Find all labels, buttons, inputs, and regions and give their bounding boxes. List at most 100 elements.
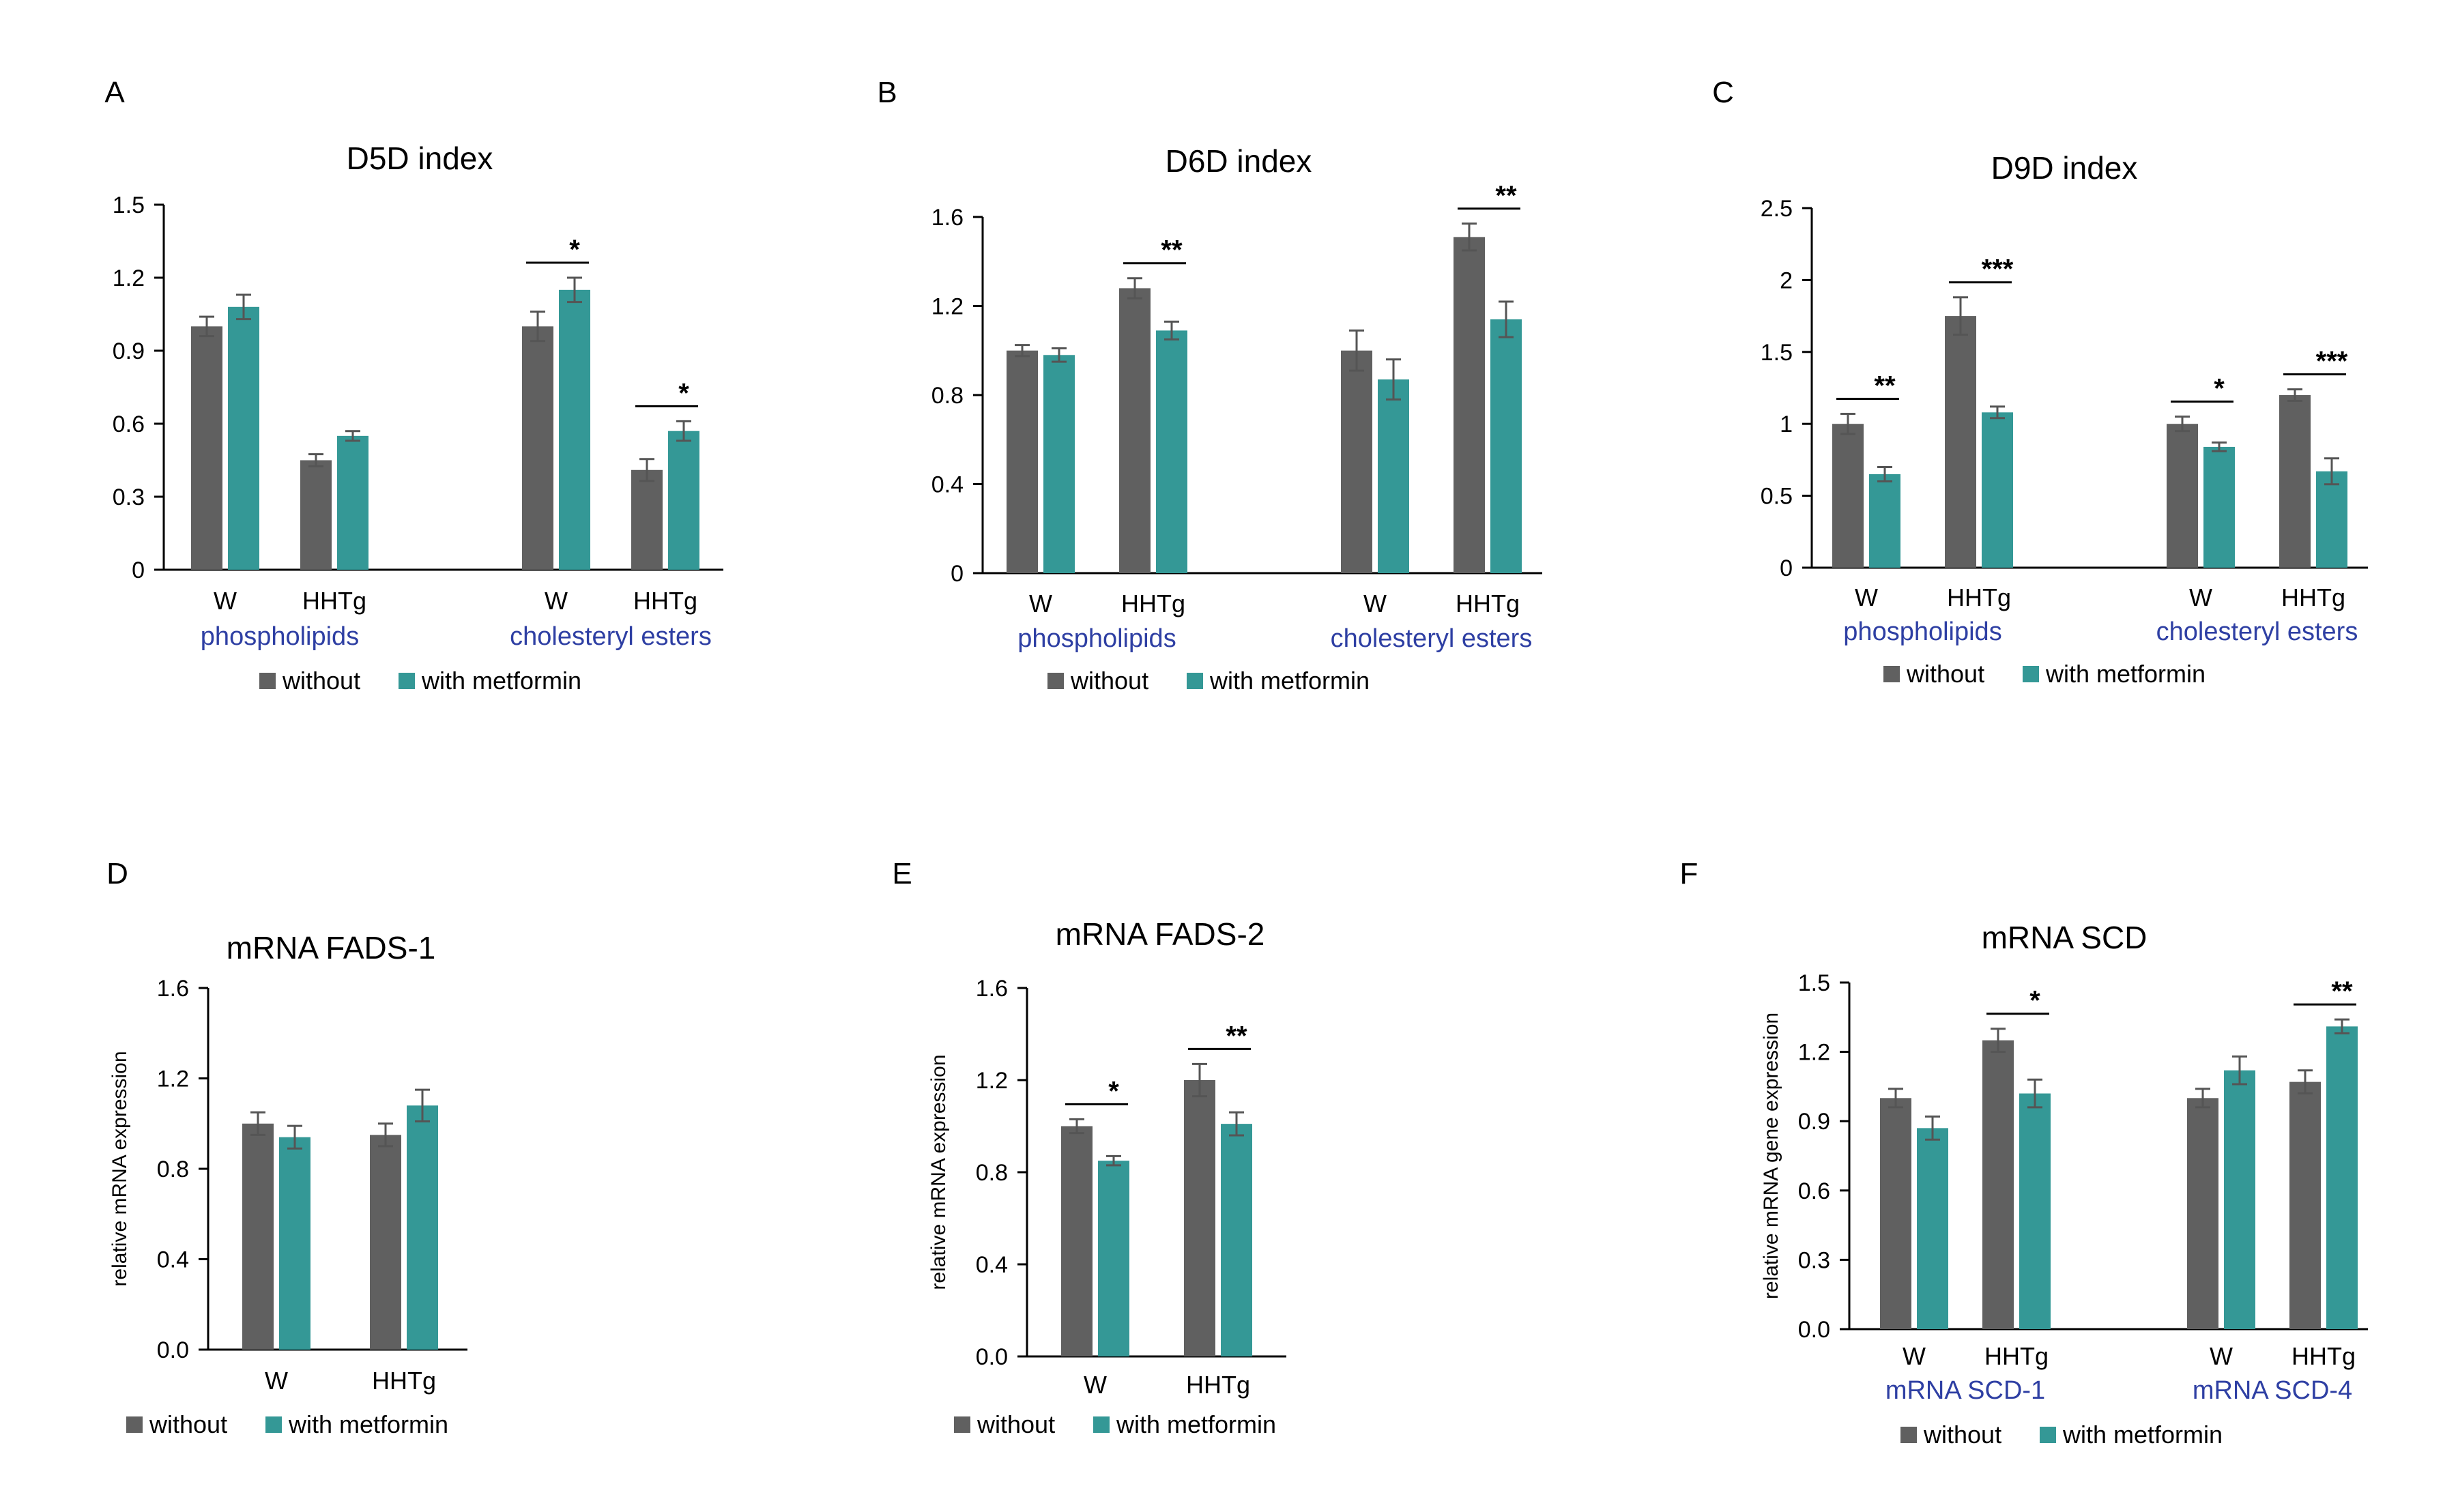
x-tick-label: HHTg <box>302 587 366 615</box>
legend-swatch-with-metformin <box>1093 1416 1110 1433</box>
bar-with-metformin <box>228 306 259 570</box>
x-tick-label: HHTg <box>633 587 697 615</box>
y-tick-label: 2.5 <box>1761 196 1793 222</box>
bar-without <box>1007 350 1038 573</box>
y-tick-label: 0.8 <box>931 383 964 409</box>
y-tick-label: 1.5 <box>113 192 145 218</box>
chart-panel-b: B D6D index 0 0.4 0.8 1.2 1.6 ** ** W HHTg W HHTg pho… <box>877 76 1542 695</box>
bar-without <box>522 326 553 570</box>
chart-title: mRNA FADS-1 <box>227 930 436 965</box>
chart-title: D9D index <box>1991 150 2138 186</box>
x-tick-label: HHTg <box>1984 1342 2049 1370</box>
y-tick-label: 1.5 <box>1798 970 1830 996</box>
bar-without <box>2289 1081 2321 1329</box>
significance-marker: *** <box>2316 347 2348 377</box>
group-label: phospholipids <box>1017 624 1176 653</box>
y-tick-label: 0.6 <box>113 411 145 437</box>
bar-with-metformin <box>1490 319 1522 573</box>
significance-marker: ** <box>1495 181 1517 211</box>
bar-with-metformin <box>668 431 699 570</box>
y-tick-label: 0.3 <box>1798 1247 1830 1273</box>
y-tick-label: 1.2 <box>931 294 964 320</box>
bar-without <box>1061 1126 1093 1356</box>
bar-with-metformin <box>1098 1161 1129 1356</box>
y-tick-label: 1.2 <box>1798 1040 1830 1066</box>
legend-label-without: without <box>1070 667 1148 695</box>
bar-without <box>2167 424 2198 568</box>
bar-with-metformin <box>1378 379 1409 573</box>
legend: without with metformin <box>954 1410 1276 1438</box>
y-tick-label: 1.6 <box>976 976 1008 1002</box>
bar-with-metformin <box>2224 1070 2255 1329</box>
y-axis-label: relative mRNA gene expression <box>1760 1013 1782 1299</box>
bar-with-metformin <box>1156 330 1187 573</box>
x-tick-label: W <box>1029 590 1052 617</box>
bar-with-metformin <box>337 435 368 570</box>
legend-swatch-with-metformin <box>2023 666 2039 682</box>
bar-with-metformin <box>1221 1124 1252 1356</box>
bar-without <box>1119 288 1151 573</box>
legend-swatch-without <box>1047 673 1064 689</box>
y-axis-label: relative mRNA expression <box>927 1054 950 1290</box>
bar-without <box>2187 1098 2218 1329</box>
y-tick-label: 1.6 <box>157 976 189 1002</box>
panel-label: F <box>1680 857 1698 890</box>
x-tick-label: W <box>265 1367 288 1395</box>
legend: without with metformin <box>1047 667 1370 695</box>
x-tick-label: W <box>2210 1342 2233 1370</box>
panel-label: E <box>892 857 912 890</box>
legend-label-without: without <box>1923 1421 2001 1449</box>
bar-without <box>191 326 222 570</box>
x-tick-label: HHTg <box>2291 1342 2356 1370</box>
bar-without <box>2279 395 2311 568</box>
panel-label: D <box>106 857 128 890</box>
significance-marker: * <box>2029 986 2040 1016</box>
bar-with-metformin <box>1043 355 1075 573</box>
bar-with-metformin <box>407 1105 438 1350</box>
legend-label-with-metformin: with metformin <box>1209 667 1370 695</box>
bar-without <box>1880 1098 1911 1329</box>
legend-swatch-with-metformin <box>265 1416 282 1433</box>
bar-with-metformin <box>2203 446 2235 568</box>
y-tick-label: 0.9 <box>113 338 145 364</box>
legend-swatch-with-metformin <box>2040 1427 2056 1443</box>
bar-with-metformin <box>1982 412 2013 568</box>
bar-without <box>300 460 332 570</box>
y-tick-label: 0.4 <box>931 472 964 498</box>
y-tick-label: 1.2 <box>976 1068 1008 1094</box>
y-tick-label: 1.5 <box>1761 340 1793 366</box>
legend-label-with-metformin: with metformin <box>2045 660 2206 688</box>
x-tick-label: HHTg <box>1947 583 2011 611</box>
x-tick-label: HHTg <box>372 1367 436 1395</box>
significance-marker: *** <box>1982 255 2014 285</box>
y-tick-label: 0.0 <box>976 1344 1008 1370</box>
bar-without <box>631 469 663 570</box>
bar-without <box>1982 1040 2014 1329</box>
panel-label: A <box>104 76 125 109</box>
significance-marker: * <box>2214 374 2225 404</box>
group-label: mRNA SCD-1 <box>1885 1376 2045 1405</box>
chart-panel-a: A D5D index 0 0.3 0.6 0.9 1.2 1.5 * * W HHTg W HHTg ph… <box>104 76 723 695</box>
legend-label-without: without <box>1906 660 1984 688</box>
y-tick-label: 0.5 <box>1761 484 1793 510</box>
y-tick-label: 1.2 <box>113 265 145 291</box>
bar-without <box>1184 1080 1215 1356</box>
y-tick-label: 0.0 <box>157 1337 189 1363</box>
y-tick-label: 0.9 <box>1798 1109 1830 1135</box>
y-axis-label: relative mRNA expression <box>109 1051 131 1286</box>
group-label: phospholipids <box>201 622 359 651</box>
y-tick-label: 0 <box>1780 555 1793 581</box>
significance-marker: * <box>1108 1076 1119 1106</box>
bar-with-metformin <box>1869 474 1900 568</box>
y-tick-label: 0 <box>132 557 145 583</box>
significance-marker: * <box>678 378 689 408</box>
legend: without with metformin <box>126 1410 448 1438</box>
legend-label-without: without <box>282 667 360 695</box>
bar-without <box>1454 237 1485 573</box>
y-tick-label: 2 <box>1780 267 1793 293</box>
chart-title: mRNA FADS-2 <box>1056 916 1265 952</box>
legend: without with metformin <box>259 667 581 695</box>
